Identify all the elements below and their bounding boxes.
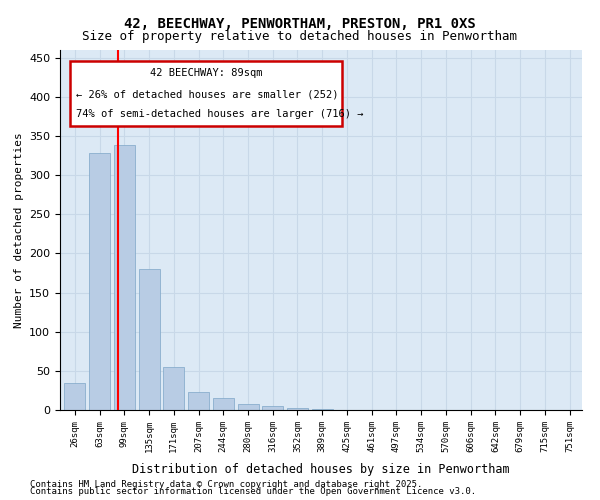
X-axis label: Distribution of detached houses by size in Penwortham: Distribution of detached houses by size … <box>132 463 510 476</box>
Text: 42 BEECHWAY: 89sqm: 42 BEECHWAY: 89sqm <box>150 68 262 78</box>
Text: 74% of semi-detached houses are larger (716) →: 74% of semi-detached houses are larger (… <box>76 110 363 120</box>
Text: ← 26% of detached houses are smaller (252): ← 26% of detached houses are smaller (25… <box>76 90 338 100</box>
Bar <box>238 404 259 410</box>
Bar <box>188 392 209 410</box>
Bar <box>312 409 333 410</box>
Bar <box>114 146 135 410</box>
Text: Contains HM Land Registry data © Crown copyright and database right 2025.: Contains HM Land Registry data © Crown c… <box>30 480 422 489</box>
Bar <box>139 269 160 410</box>
Text: 42, BEECHWAY, PENWORTHAM, PRESTON, PR1 0XS: 42, BEECHWAY, PENWORTHAM, PRESTON, PR1 0… <box>124 18 476 32</box>
Bar <box>262 406 283 410</box>
Bar <box>64 382 85 410</box>
Text: Contains public sector information licensed under the Open Government Licence v3: Contains public sector information licen… <box>30 487 476 496</box>
Bar <box>89 154 110 410</box>
Text: Size of property relative to detached houses in Penwortham: Size of property relative to detached ho… <box>83 30 517 43</box>
FancyBboxPatch shape <box>70 61 342 126</box>
Bar <box>163 367 184 410</box>
Bar <box>287 408 308 410</box>
Y-axis label: Number of detached properties: Number of detached properties <box>14 132 23 328</box>
Bar <box>213 398 234 410</box>
